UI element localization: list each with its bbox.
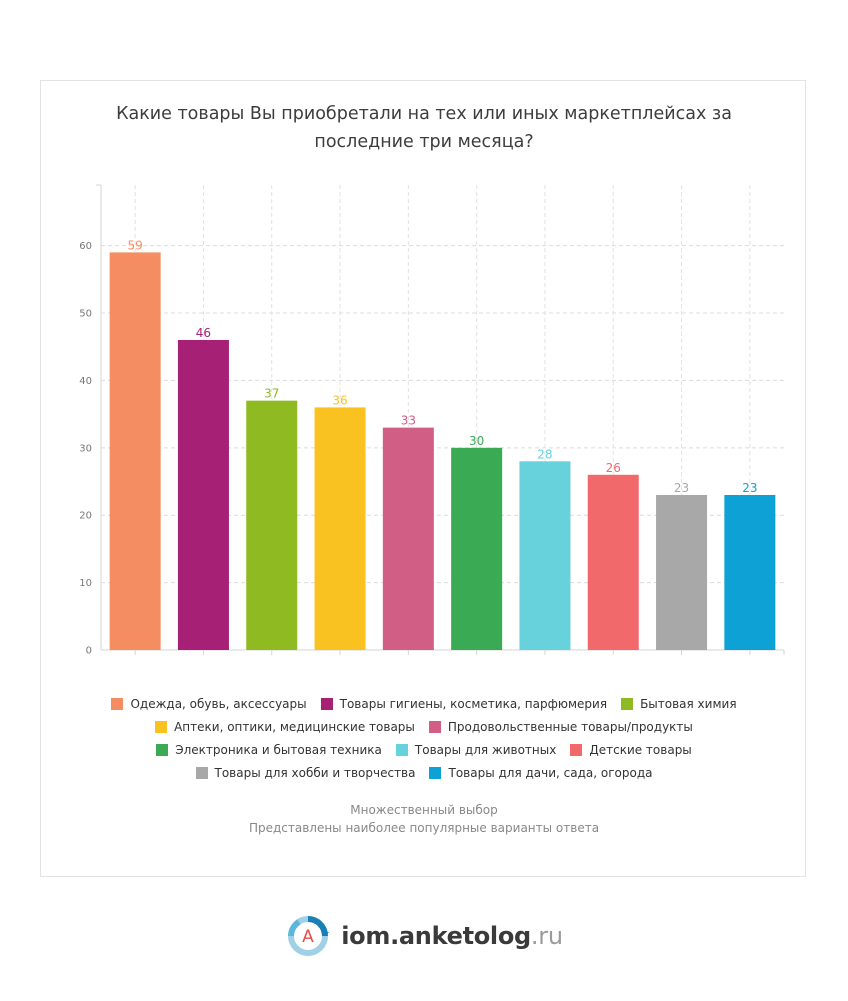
bar: [451, 447, 503, 650]
bar: [519, 461, 571, 650]
bar: [246, 400, 298, 650]
legend-label: Продовольственные товары/продукты: [447, 719, 693, 734]
legend-swatch: [195, 766, 208, 779]
y-tick-label: 10: [79, 578, 92, 589]
footer-logo[interactable]: А iom.anketolog.ru: [0, 913, 848, 959]
bar-value-label: 23: [674, 481, 689, 495]
bar-value-label: 23: [742, 481, 757, 495]
bar-value-label: 33: [401, 414, 416, 428]
bar-value-label: 37: [264, 387, 279, 401]
bar-value-label: 36: [332, 393, 347, 407]
legend-item: Электроника и бытовая техника: [156, 743, 382, 757]
legend-label: Товары для животных: [414, 742, 557, 757]
legend-item: Аптеки, оптики, медицинские товары: [155, 720, 415, 734]
bar: [314, 407, 366, 650]
legend-row: Аптеки, оптики, медицинские товары Продо…: [0, 715, 848, 738]
y-tick-label: 0: [86, 646, 92, 657]
legend-row: Одежда, обувь, аксессуары Товары гигиены…: [0, 692, 848, 715]
legend-item: Товары для дачи, сада, огорода: [429, 766, 652, 780]
y-tick-label: 60: [79, 241, 92, 252]
brand-tld: .ru: [530, 922, 563, 950]
legend-item: Товары для животных: [395, 742, 557, 757]
legend-swatch: [156, 743, 169, 756]
bar-chart: 0 10 20 30 40 50 60 59 46 37 36 33 30 28 26 23 23: [79, 184, 785, 657]
brand-name: iom.anketolog.ru: [341, 922, 563, 950]
legend-swatch: [320, 697, 333, 710]
bar: [724, 495, 776, 650]
bar: [177, 340, 229, 650]
legend-row: Товары для хобби и творчества Товары для…: [0, 761, 848, 784]
bar-value-label: 28: [537, 447, 552, 461]
bar: [587, 474, 639, 650]
legend-item: Одежда, обувь, аксессуары: [111, 696, 307, 711]
y-tick-label: 40: [79, 376, 92, 387]
legend-swatch: [570, 743, 583, 756]
legend-item: Продовольственные товары/продукты: [428, 719, 693, 734]
legend-swatch: [429, 766, 442, 779]
anketolog-logo-icon: А: [288, 916, 330, 956]
legend-label: Аптеки, оптики, медицинские товары: [174, 719, 415, 734]
legend-item: Товары гигиены, косметика, парфюмерия: [320, 696, 608, 711]
legend-label: Товары для дачи, сада, огорода: [448, 765, 653, 780]
legend-swatch: [395, 743, 408, 756]
legend-label: Бытовая химия: [640, 696, 737, 711]
chart-title-line-2: последние три месяца?: [314, 132, 534, 152]
y-tick-label: 30: [79, 443, 92, 454]
legend-label: Товары для хобби и творчества: [214, 765, 416, 780]
legend-item: Детские товары: [570, 742, 692, 757]
logo-letter: А: [302, 927, 314, 947]
bar: [109, 252, 161, 651]
y-tick-label: 20: [79, 511, 92, 522]
brand-domain: iom.anketolog: [341, 922, 531, 950]
legend-item: Бытовая химия: [621, 696, 737, 711]
legend-label: Одежда, обувь, аксессуары: [130, 696, 307, 711]
legend-swatch: [155, 720, 168, 733]
legend-label: Детские товары: [589, 742, 692, 757]
chart-title-line-1: Какие товары Вы приобретали на тех или и…: [116, 104, 732, 124]
bar-value-label: 46: [196, 326, 211, 340]
chart-legend: Одежда, обувь, аксессуары Товары гигиены…: [0, 692, 848, 784]
legend-label: Электроника и бытовая техника: [175, 742, 382, 757]
note-popular-answers: Представлены наиболее популярные вариант…: [248, 821, 600, 835]
y-tick-label: 50: [79, 309, 92, 320]
legend-swatch: [111, 697, 124, 710]
bar-value-label: 30: [469, 434, 484, 448]
bar-value-label: 26: [606, 461, 621, 475]
legend-swatch: [428, 720, 441, 733]
chart-title: Какие товары Вы приобретали на тех или и…: [0, 100, 848, 156]
legend-swatch: [621, 697, 634, 710]
bar: [656, 495, 708, 650]
legend-row: Электроника и бытовая техника Товары для…: [0, 738, 848, 761]
bar: [382, 427, 434, 650]
legend-item: Товары для хобби и творчества: [195, 765, 416, 780]
note-multiple-choice: Множественный выбор: [350, 803, 498, 817]
bar-value-label: 59: [128, 238, 143, 252]
legend-label: Товары гигиены, косметика, парфюмерия: [339, 696, 608, 711]
